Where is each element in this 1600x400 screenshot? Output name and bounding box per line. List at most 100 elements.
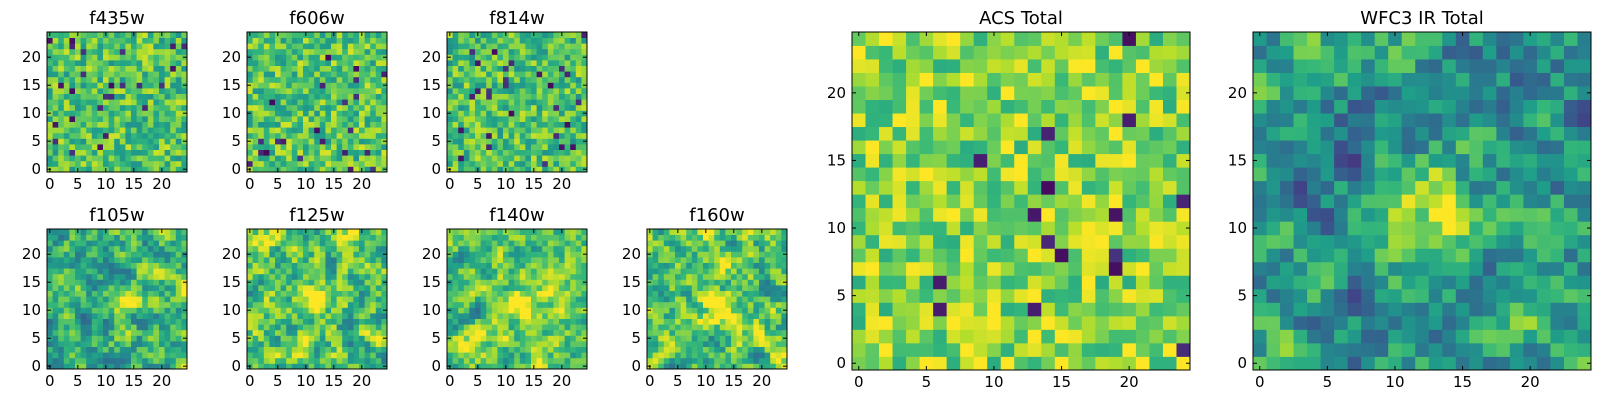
heatmap-cell (303, 240, 309, 247)
heatmap-cell (1014, 221, 1029, 236)
heatmap-cell (892, 167, 907, 182)
heatmap-cell (291, 43, 298, 50)
heatmap-cell (575, 138, 582, 145)
heatmap-cell (475, 307, 481, 314)
heatmap-cell (491, 341, 498, 347)
heatmap-cell (136, 251, 143, 258)
heatmap-cell (759, 313, 765, 319)
heatmap-cell (542, 262, 549, 269)
heatmap-cell (263, 149, 270, 156)
heatmap-cell (987, 234, 1002, 249)
heatmap-cell (108, 60, 115, 66)
heatmap-cell (58, 229, 65, 235)
heatmap-cell (58, 318, 65, 325)
heatmap-cell (263, 43, 270, 50)
heatmap-cell (359, 60, 365, 66)
heatmap-cell (519, 262, 526, 269)
heatmap-cell (275, 257, 281, 263)
heatmap-cell (691, 245, 698, 252)
heatmap-cell (1081, 207, 1096, 222)
heatmap-cell (103, 138, 109, 145)
heatmap-cell (686, 357, 693, 364)
heatmap-cell (97, 324, 104, 331)
heatmap-cell (491, 65, 498, 72)
heatmap-cell (286, 285, 293, 291)
heatmap-cell (525, 346, 532, 353)
heatmap-cell (381, 60, 388, 66)
heatmap-cell (458, 32, 465, 38)
heatmap-cell (364, 296, 371, 303)
heatmap-cell (531, 318, 537, 325)
heatmap-cell (519, 99, 526, 106)
heatmap-cell (691, 357, 698, 364)
heatmap-cell (86, 99, 93, 106)
heatmap-cell (697, 262, 704, 269)
heatmap-cell (370, 37, 377, 44)
heatmap-cell (753, 357, 760, 364)
heatmap-cell (247, 160, 253, 167)
heatmap-cell (347, 71, 354, 78)
heatmap-cell (497, 324, 504, 331)
heatmap-cell (1041, 356, 1056, 371)
heatmap-cell (114, 121, 121, 128)
heatmap-cell (97, 318, 104, 325)
heatmap-cell (175, 251, 182, 258)
heatmap-cell (331, 324, 337, 331)
heatmap-cell (559, 54, 565, 61)
heatmap-cell (536, 313, 543, 319)
heatmap-cell (108, 279, 115, 286)
heatmap-cell (252, 37, 259, 44)
heatmap-cell (559, 88, 565, 94)
heatmap-cell (303, 234, 309, 241)
heatmap-cell (519, 279, 526, 286)
heatmap-cell (906, 248, 920, 263)
heatmap-cell (275, 357, 281, 364)
heatmap-cell (480, 88, 487, 94)
heatmap-cell (680, 234, 687, 241)
heatmap-cell (342, 363, 349, 370)
heatmap-cell (486, 301, 493, 308)
heatmap-cell (47, 43, 53, 50)
heatmap-cell (353, 160, 360, 167)
heatmap-cell (503, 43, 509, 50)
heatmap-cell (1176, 288, 1191, 303)
heatmap-cell (503, 240, 509, 247)
heatmap-cell (75, 110, 81, 117)
heatmap-cell (575, 301, 582, 308)
heatmap-cell (308, 229, 315, 235)
heatmap-cell (114, 82, 121, 89)
heatmap-cell (47, 290, 53, 297)
heatmap-cell (142, 132, 149, 139)
heatmap-cell (91, 240, 98, 247)
heatmap-cell (314, 324, 321, 331)
heatmap-cell (319, 273, 326, 280)
heatmap-cell (525, 104, 532, 111)
heatmap-cell (280, 149, 287, 156)
heatmap-cell (742, 335, 749, 342)
heatmap-cell (364, 335, 371, 342)
heatmap-cell (1095, 221, 1110, 236)
heatmap-cell (325, 229, 332, 235)
heatmap-cell (303, 144, 309, 150)
heatmap-cell (658, 352, 665, 359)
heatmap-cell (136, 352, 143, 359)
heatmap-cell (675, 273, 681, 280)
heatmap-cell (47, 313, 53, 319)
heatmap-cell (919, 234, 934, 249)
heatmap-cell (280, 273, 287, 280)
heatmap-cell (525, 329, 532, 336)
heatmap-cell (381, 48, 388, 55)
heatmap-cell (491, 296, 498, 303)
heatmap-cell (364, 54, 371, 61)
heatmap-cell (347, 257, 354, 263)
heatmap-cell (275, 268, 281, 275)
heatmap-cell (514, 268, 521, 275)
heatmap-cell (475, 88, 481, 94)
heatmap-cell (75, 318, 81, 325)
heatmap-cell (319, 71, 326, 78)
heatmap-cell (131, 54, 137, 61)
heatmap-cell (153, 60, 160, 66)
heatmap-cell (175, 32, 182, 38)
heatmap-cell (514, 301, 521, 308)
heatmap-cell (314, 65, 321, 72)
